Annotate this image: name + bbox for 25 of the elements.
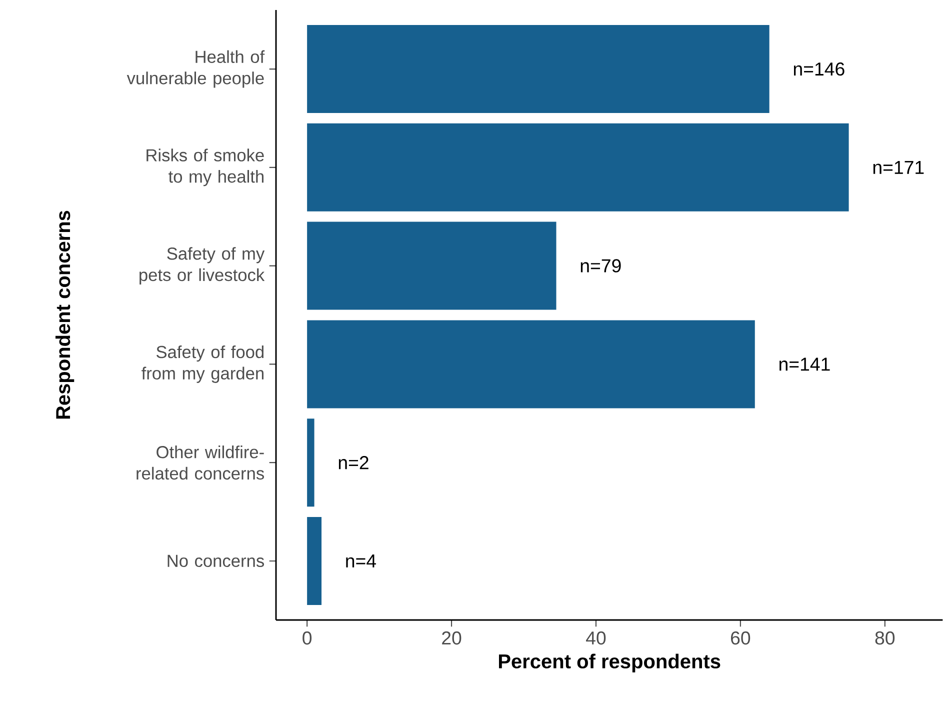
annotation: n=2 <box>338 456 368 470</box>
y-tick-label: Safety of food from my garden <box>142 345 264 383</box>
annotation: n=171 <box>873 161 924 174</box>
x-tick-label: 40 <box>586 631 606 645</box>
x-tick-label: 60 <box>731 631 750 645</box>
bar <box>307 25 770 114</box>
y-tick-label: No concerns <box>168 554 264 568</box>
y-tick-label: Health of vulnerable people <box>126 50 265 88</box>
x-axis-title: Percent of respondents <box>498 654 720 672</box>
y-axis-title: Respondent concerns <box>55 210 74 419</box>
bar <box>307 516 322 605</box>
x-tick-label: 0 <box>302 631 312 645</box>
y-tick-label: Other wildfire-related concerns <box>136 446 264 480</box>
x-tick-label: 20 <box>442 631 462 645</box>
bar <box>307 320 755 408</box>
annotation: n=4 <box>346 554 376 568</box>
bar <box>307 222 556 310</box>
x-tick-label: 80 <box>875 631 895 645</box>
annotation: n=146 <box>794 62 844 76</box>
annotation: n=141 <box>780 358 830 371</box>
bar <box>307 418 314 507</box>
y-tick-label: Risks of smoke to my health <box>146 148 264 186</box>
bar <box>307 123 849 212</box>
y-tick-label: Safety of my pets or livestock <box>140 247 265 285</box>
annotation: n=79 <box>580 259 621 272</box>
